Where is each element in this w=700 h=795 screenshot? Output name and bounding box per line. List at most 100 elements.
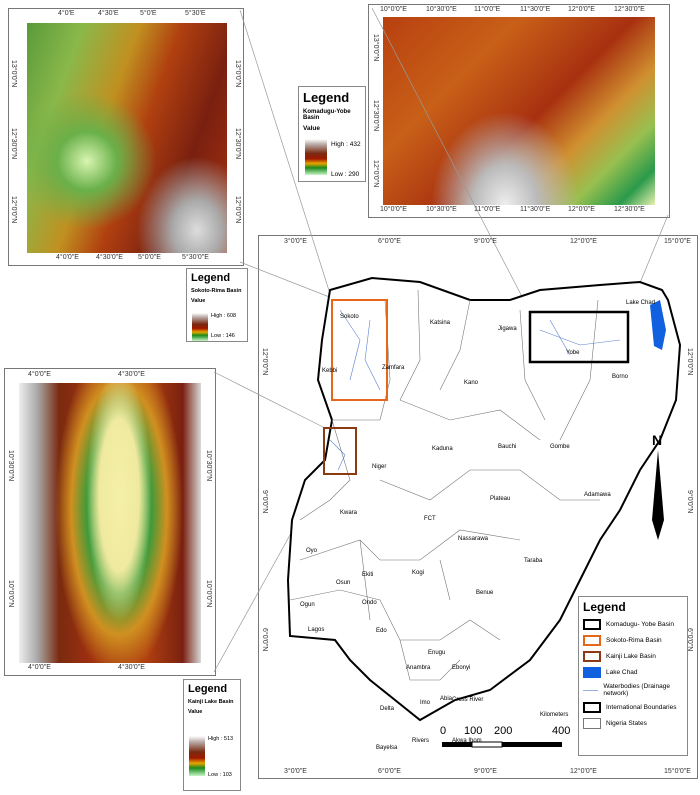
state-label: Edo — [376, 628, 387, 634]
state-label: Sokoto — [340, 314, 359, 320]
state-label: Abia — [440, 696, 453, 702]
drainage-network — [329, 309, 621, 471]
state-label: Lagos — [308, 627, 325, 633]
legend-swatch — [583, 667, 601, 678]
kainji-lon-tick: 4°0'0"E — [28, 371, 51, 378]
komadugu-lon-tick-bottom: 12°0'0"E — [568, 206, 595, 213]
state-label: Kano — [464, 380, 479, 386]
state-label: Anambra — [406, 665, 431, 671]
legend-swatch — [583, 718, 601, 729]
kainji-lake-basin-box — [323, 427, 357, 475]
scale-label: 100 — [464, 725, 483, 737]
state-label: Katsina — [430, 320, 451, 326]
komadugu-yobe-dem-inset — [368, 4, 670, 218]
sokoto-lat-tick: 12°0'0"N — [10, 196, 17, 224]
elevation-color-ramp — [192, 313, 208, 341]
main-lon-tick: 6°0'0"E — [378, 238, 401, 245]
komadugu-lon-tick: 10°0'0"E — [380, 6, 407, 13]
komadugu-lat-tick: 12°30'0"N — [372, 100, 379, 132]
komadugu-lon-tick: 10°30'0"E — [426, 6, 457, 13]
main-lon-tick: 15°0'0"E — [664, 238, 691, 245]
legend-item: Nigeria States — [583, 718, 683, 729]
state-label: Kwara — [340, 510, 358, 516]
north-arrow-icon — [652, 450, 664, 540]
state-label: Ondo — [362, 600, 377, 606]
kainji-lake-legend: Legend Kainji Lake Basin Value High : 51… — [183, 679, 241, 791]
state-label: Plateau — [490, 496, 511, 502]
sokoto-lat-tick-right: 12°30'0"N — [234, 128, 241, 160]
state-label: Kogi — [412, 570, 425, 576]
legend-swatch — [583, 689, 599, 691]
komadugu-lat-tick: 13°0'0"N — [372, 34, 379, 62]
legend-item: Waterbodies (Drainage network) — [583, 683, 683, 697]
legend-item-label: International Boundaries — [606, 704, 677, 711]
legend-title: Legend — [303, 90, 350, 105]
legend-title: Legend — [583, 600, 626, 614]
sokoto-rima-dem-inset — [8, 8, 244, 266]
komadugu-yobe-legend: Legend Komadugu-Yobe Basin Value High : … — [298, 86, 366, 182]
sokoto-bottom-tick: 5°30'0"E — [182, 254, 209, 261]
main-legend: Legend Komadugu- Yobe Basin Sokoto-Rima B… — [578, 596, 688, 756]
state-label: Imo — [420, 700, 431, 706]
main-lat-tick-right: 12°0'0"N — [686, 348, 693, 376]
state-label: Delta — [380, 706, 395, 712]
state-label: Ogun — [300, 602, 315, 608]
legend-value-label: Value — [188, 709, 203, 715]
sokoto-top-tick: 4°30'E — [98, 10, 119, 17]
legend-low: Low : 103 — [208, 772, 232, 778]
sokoto-bottom-tick: 5°0'0"E — [138, 254, 161, 261]
main-lat-tick-right: 9°0'0"N — [686, 490, 693, 514]
main-lon-tick: 9°0'0"E — [474, 238, 497, 245]
state-label: Oyo — [306, 548, 318, 554]
sokoto-top-tick: 5°0'E — [140, 10, 157, 17]
state-label: Taraba — [524, 558, 543, 564]
sokoto-rima-legend: Legend Sokoto-Rima Basin Value High : 60… — [186, 268, 248, 342]
main-lat-tick-right: 6°0'0"N — [686, 628, 693, 652]
kainji-lake-elevation-raster — [19, 383, 201, 663]
komadugu-lon-tick: 11°0'0"E — [474, 6, 501, 13]
scale-label: 400 — [552, 725, 571, 737]
legend-item-label: Komadugu- Yobe Basin — [606, 621, 674, 628]
sokoto-bottom-tick: 4°0'0"E — [56, 254, 79, 261]
state-label: Gombe — [550, 444, 570, 450]
legend-swatch — [583, 619, 601, 630]
komadugu-lon-tick-bottom: 10°30'0"E — [426, 206, 457, 213]
komadugu-yobe-elevation-raster — [383, 17, 655, 205]
komadugu-yobe-basin-box — [528, 310, 630, 364]
main-lon-tick-bottom: 15°0'0"E — [664, 768, 691, 775]
scale-unit: Kilometers — [540, 712, 569, 718]
legend-low: Low : 290 — [331, 171, 360, 178]
komadugu-lon-tick: 11°30'0"E — [520, 6, 551, 13]
legend-high: High : 608 — [211, 313, 237, 319]
elevation-color-ramp — [305, 139, 327, 175]
legend-swatch — [583, 635, 601, 646]
kainji-lon-tick-bottom: 4°30'0"E — [118, 664, 145, 671]
kainji-lat-tick-right: 10°0'0"N — [205, 580, 212, 608]
lake-chad-label: Lake Chad — [626, 300, 656, 306]
komadugu-lat-tick: 12°0'0"N — [372, 160, 379, 188]
legend-value-label: Value — [191, 298, 206, 304]
state-label: Yobe — [566, 350, 580, 356]
main-lat-tick: 9°0'0"N — [261, 490, 268, 514]
state-label: Cross River — [452, 697, 484, 703]
legend-item-label: Waterbodies (Drainage network) — [603, 683, 670, 697]
state-label: Benue — [476, 590, 494, 596]
legend-basin-name: Komadugu-Yobe Basin — [303, 109, 351, 121]
state-label: FCT — [424, 516, 436, 522]
sokoto-rima-elevation-raster — [27, 23, 227, 253]
scale-label: 200 — [494, 725, 513, 737]
state-boundaries — [289, 289, 600, 681]
legend-basin-name: Kainji Lake Basin — [188, 699, 234, 705]
state-label: Ekiti — [362, 572, 374, 578]
legend-item-label: Lake Chad — [606, 669, 638, 676]
komadugu-lon-tick-bottom: 12°30'0"E — [614, 206, 645, 213]
state-label: Bauchi — [498, 444, 517, 450]
komadugu-lon-tick: 12°30'0"E — [614, 6, 645, 13]
state-label: Adamawa — [584, 492, 611, 498]
scale-label: 0 — [440, 725, 447, 737]
legend-high: High : 513 — [208, 736, 234, 742]
main-lon-tick-bottom: 6°0'0"E — [378, 768, 401, 775]
sokoto-top-tick: 4°0'E — [58, 10, 75, 17]
elevation-color-ramp — [189, 736, 205, 776]
